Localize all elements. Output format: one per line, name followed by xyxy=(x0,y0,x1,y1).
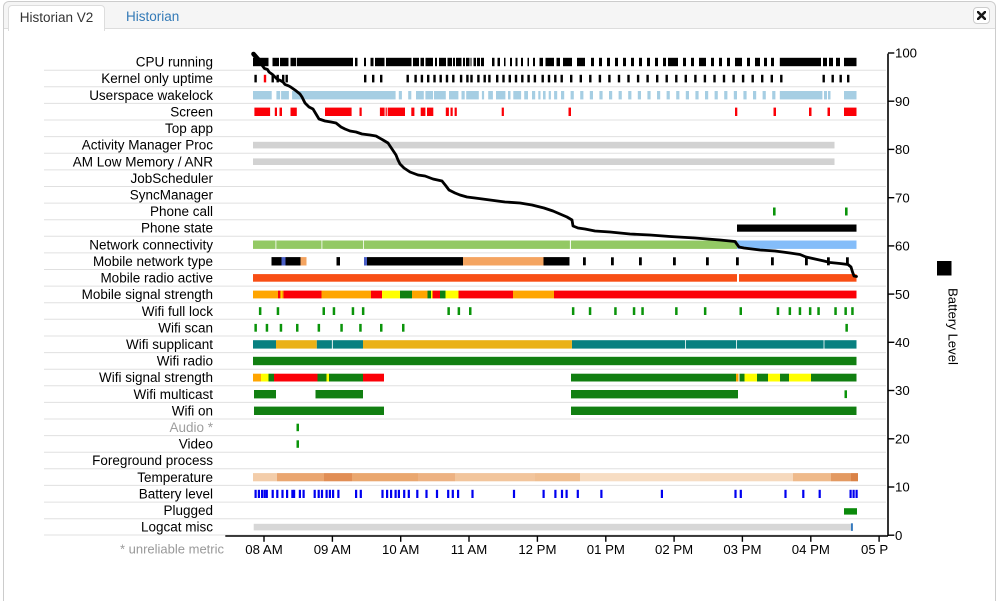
svg-text:02 PM: 02 PM xyxy=(655,542,693,557)
svg-text:Battery level: Battery level xyxy=(139,487,213,502)
svg-text:70: 70 xyxy=(895,190,910,205)
svg-text:Mobile radio active: Mobile radio active xyxy=(100,271,213,286)
svg-text:01 PM: 01 PM xyxy=(587,542,625,557)
svg-text:80: 80 xyxy=(895,142,910,157)
svg-text:Video: Video xyxy=(179,437,213,452)
svg-text:10 AM: 10 AM xyxy=(382,542,419,557)
svg-text:Wifi supplicant: Wifi supplicant xyxy=(126,337,213,352)
svg-text:Wifi scan: Wifi scan xyxy=(158,320,213,335)
svg-text:10: 10 xyxy=(895,480,910,495)
svg-text:SyncManager: SyncManager xyxy=(130,188,214,203)
svg-text:Wifi multicast: Wifi multicast xyxy=(133,387,213,402)
svg-text:Mobile signal strength: Mobile signal strength xyxy=(82,287,213,302)
svg-text:Userspace wakelock: Userspace wakelock xyxy=(89,88,213,103)
svg-text:* unreliable metric: * unreliable metric xyxy=(120,542,225,557)
svg-text:09 AM: 09 AM xyxy=(314,542,351,557)
svg-text:100: 100 xyxy=(895,46,917,61)
svg-text:AM Low Memory / ANR: AM Low Memory / ANR xyxy=(73,154,214,169)
svg-text:Battery Level: Battery Level xyxy=(946,288,961,365)
svg-text:Wifi on: Wifi on xyxy=(172,403,213,418)
svg-text:30: 30 xyxy=(895,383,910,398)
svg-text:Logcat misc: Logcat misc xyxy=(141,520,213,535)
svg-text:Activity Manager Proc: Activity Manager Proc xyxy=(82,138,214,153)
svg-text:05 P: 05 P xyxy=(861,542,888,557)
svg-text:Temperature: Temperature xyxy=(137,470,213,485)
svg-text:Wifi radio: Wifi radio xyxy=(157,354,213,369)
svg-text:Phone state: Phone state xyxy=(141,221,213,236)
svg-text:60: 60 xyxy=(895,239,910,254)
svg-text:0: 0 xyxy=(895,528,902,543)
svg-text:Audio *: Audio * xyxy=(169,420,213,435)
svg-text:Wifi signal strength: Wifi signal strength xyxy=(99,370,213,385)
svg-text:08 AM: 08 AM xyxy=(245,542,282,557)
svg-text:20: 20 xyxy=(895,432,910,447)
svg-text:04 PM: 04 PM xyxy=(792,542,830,557)
svg-text:Top app: Top app xyxy=(165,121,213,136)
svg-text:Screen: Screen xyxy=(170,104,213,119)
svg-text:JobScheduler: JobScheduler xyxy=(130,171,213,186)
svg-text:90: 90 xyxy=(895,94,910,109)
svg-text:Wifi full lock: Wifi full lock xyxy=(142,304,214,319)
svg-text:50: 50 xyxy=(895,287,910,302)
svg-text:Network connectivity: Network connectivity xyxy=(89,237,213,252)
svg-text:12 PM: 12 PM xyxy=(518,542,556,557)
svg-text:Plugged: Plugged xyxy=(163,503,213,518)
svg-text:Foreground process: Foreground process xyxy=(92,453,213,468)
svg-text:11 AM: 11 AM xyxy=(451,542,487,557)
svg-text:03 PM: 03 PM xyxy=(723,542,761,557)
svg-text:40: 40 xyxy=(895,335,910,350)
svg-text:Phone call: Phone call xyxy=(150,204,213,219)
svg-text:Kernel only uptime: Kernel only uptime xyxy=(101,71,213,86)
svg-text:Mobile network type: Mobile network type xyxy=(93,254,213,269)
svg-text:CPU running: CPU running xyxy=(136,55,213,70)
